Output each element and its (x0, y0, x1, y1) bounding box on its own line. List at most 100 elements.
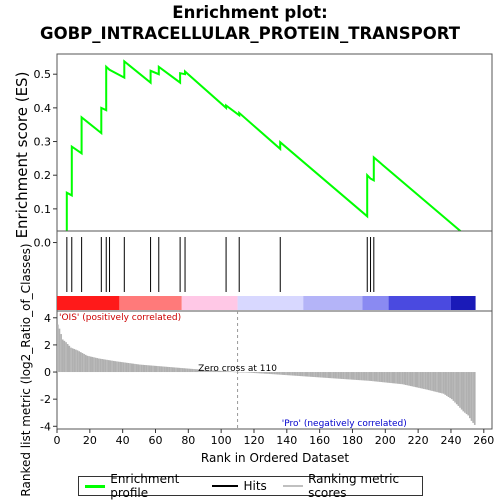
rank-panel: -4 -2 0 2 4 0 20 40 60 80 100 120 140 160 180 200 220 24… (19, 243, 494, 496)
rank-bar (158, 366, 161, 373)
rank-bar (418, 372, 420, 388)
rank-bar (244, 372, 246, 373)
rank-bar (314, 372, 317, 378)
rank-bar (153, 365, 156, 373)
es-panel-frame (56, 53, 493, 257)
rank-bar (304, 372, 307, 377)
rank-bar (449, 372, 451, 399)
rank-bar (357, 372, 360, 381)
rank-bar (79, 352, 82, 373)
legend-item-hits: Hits (212, 479, 267, 493)
rank-bar (96, 358, 99, 373)
rank-bar (119, 361, 122, 373)
rank-bar (360, 372, 363, 381)
rank-bar (401, 372, 404, 385)
rank-bar (137, 364, 140, 373)
rank-bar (391, 372, 394, 384)
legend-swatch-ranking (282, 485, 304, 487)
es-panel: 0.0 0.1 0.2 0.3 0.4 0.5 Enrichment score (ES) (13, 53, 493, 257)
rank-bar (237, 372, 240, 373)
rank-bar (473, 372, 476, 425)
rank-bar (253, 372, 256, 374)
rank-y-tick-label: -4 (40, 420, 51, 433)
rank-bar (324, 372, 327, 378)
heat-segment (119, 296, 182, 310)
rank-bar (363, 372, 366, 381)
rank-x-tick-label: 260 (473, 434, 494, 447)
rank-x-tick-label: 0 (54, 434, 61, 447)
rank-bar (145, 365, 148, 373)
rank-bar (281, 372, 284, 375)
rank-bar (227, 371, 230, 373)
rank-bar (337, 372, 340, 379)
rank-x-axis-label: Rank in Ordered Dataset (201, 451, 349, 465)
rank-x-tick-label: 100 (211, 434, 232, 447)
rank-bar (234, 371, 236, 373)
rank-bar (368, 372, 371, 381)
rank-bar (99, 358, 102, 373)
rank-bar (286, 372, 289, 376)
rank-bar (377, 372, 379, 382)
rank-bar (275, 372, 277, 375)
rank-bar (311, 372, 314, 377)
rank-x-tick-label: 160 (309, 434, 330, 447)
rank-bar (447, 372, 450, 397)
rank-bar (400, 372, 402, 385)
es-y-ticks: 0.0 0.1 0.2 0.3 0.4 0.5 (34, 68, 57, 250)
rank-bar (173, 367, 176, 373)
rank-bar (63, 340, 66, 373)
rank-bar (204, 370, 207, 373)
rank-bar (101, 359, 103, 373)
rank-bar (148, 365, 151, 373)
rank-bar (102, 359, 105, 373)
rank-bar (309, 372, 312, 377)
rank-bar (455, 372, 458, 405)
rank-bar (175, 367, 177, 373)
rank-x-tick-label: 60 (148, 434, 162, 447)
rank-y-tick-label: 2 (44, 339, 51, 352)
rank-bar (214, 370, 217, 373)
rank-bar (139, 364, 141, 373)
rank-bar (73, 348, 76, 373)
rank-bar (76, 350, 79, 373)
rank-bar (452, 372, 455, 401)
rank-bar (295, 372, 297, 376)
rank-bar (265, 372, 268, 374)
rank-bar (181, 368, 184, 373)
rank-bar (127, 362, 130, 373)
rank-bar (299, 372, 302, 377)
es-profile-line (56, 59, 475, 254)
rank-bar (216, 370, 218, 373)
rank-bar (383, 372, 386, 383)
legend: Enrichment profile Hits Ranking metric s… (78, 472, 423, 500)
rank-bar (382, 372, 384, 383)
rank-bar (135, 364, 138, 373)
rank-bar (171, 367, 174, 373)
rank-bar (221, 370, 223, 373)
rank-bar (413, 372, 415, 387)
rank-bar (250, 372, 253, 373)
rank-bar (226, 371, 228, 373)
rank-bar (260, 372, 263, 374)
rank-bar (441, 372, 443, 394)
heat-segment (303, 296, 363, 310)
rank-bar (316, 372, 318, 378)
rank-bar (350, 372, 353, 380)
rank-bar (285, 372, 287, 376)
rank-bar (464, 372, 466, 413)
rank-bar (385, 372, 387, 383)
rank-y-tick-label: 4 (44, 312, 51, 325)
rank-bar (470, 372, 473, 421)
rank-bar (429, 372, 432, 391)
rank-bar (132, 363, 135, 373)
rank-bar (189, 368, 192, 373)
rank-bar (434, 372, 437, 392)
heat-segment (181, 296, 238, 310)
rank-bar (152, 365, 154, 373)
rank-bar (71, 348, 74, 373)
rank-bar (239, 372, 241, 373)
rank-x-tick-label: 80 (181, 434, 195, 447)
rank-x-tick-label: 180 (342, 434, 363, 447)
es-y-axis-label: Enrichment score (ES) (13, 72, 31, 239)
